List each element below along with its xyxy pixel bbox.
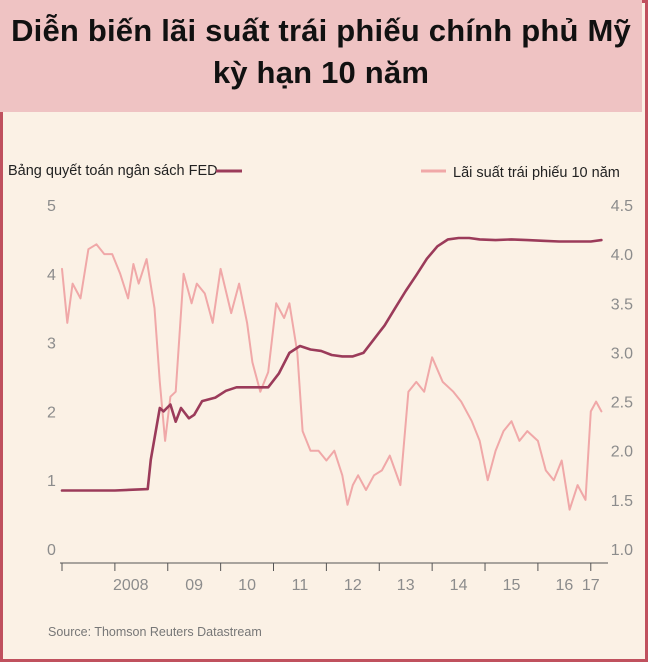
x-tick-label: 09 xyxy=(185,577,203,594)
x-tick-label: 2008 xyxy=(113,577,149,594)
fed-balance-line xyxy=(60,236,603,492)
y-left-tick-label: 0 xyxy=(47,542,56,559)
y-left-tick-label: 1 xyxy=(47,473,56,490)
y-right-tick-label: 4.5 xyxy=(611,198,633,215)
axes: 2008 09 10 11 12 13 14 15 16 170123451.01.52.02.5… xyxy=(47,198,633,594)
source-note: Source: Thomson Reuters Datastream xyxy=(48,625,262,639)
y-right-tick-label: 1.5 xyxy=(611,493,633,510)
legend: Bảng quyết toán ngân sách FED Lãi suất t… xyxy=(8,163,620,181)
y-right-tick-label: 2.0 xyxy=(611,444,633,461)
x-tick-label: 15 xyxy=(503,577,521,594)
y-right-tick-label: 2.5 xyxy=(611,395,633,412)
y-right-tick-label: 3.0 xyxy=(611,345,633,362)
legend-label-fed: Bảng quyết toán ngân sách FED xyxy=(8,163,218,179)
y-left-tick-label: 3 xyxy=(47,336,56,353)
y-left-tick-label: 5 xyxy=(47,198,56,215)
x-tick-label: 17 xyxy=(582,577,600,594)
legend-label-yield: Lãi suất trái phiếu 10 năm xyxy=(453,165,620,181)
title-line-1: Diễn biến lãi suất trái phiếu chính phủ … xyxy=(11,13,631,48)
title-banner: Diễn biến lãi suất trái phiếu chính phủ … xyxy=(0,0,642,112)
x-tick-label: 10 xyxy=(238,577,256,594)
y-right-tick-label: 1.0 xyxy=(611,542,633,559)
yield-10y-line xyxy=(61,243,603,511)
x-tick-label: 12 xyxy=(344,577,362,594)
x-tick-label: 13 xyxy=(397,577,415,594)
y-left-tick-label: 4 xyxy=(47,267,56,284)
x-tick-label: 16 xyxy=(555,577,573,594)
series-layer xyxy=(60,236,603,511)
title-line-2: kỳ hạn 10 năm xyxy=(212,55,430,90)
y-left-tick-label: 2 xyxy=(47,404,56,421)
x-tick-label: 14 xyxy=(450,577,468,594)
x-tick-label: 11 xyxy=(292,577,309,594)
y-right-tick-label: 3.5 xyxy=(611,296,633,313)
y-right-tick-label: 4.0 xyxy=(611,247,633,264)
